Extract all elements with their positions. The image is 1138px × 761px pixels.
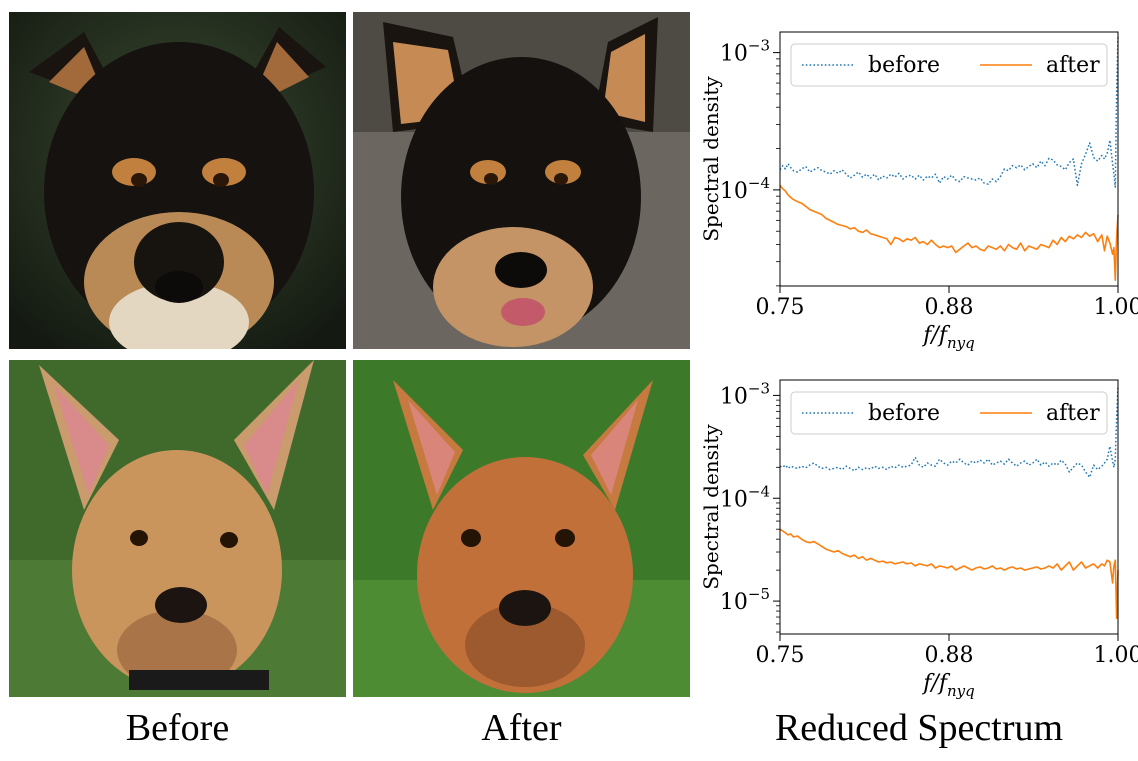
x-tick-label: 0.75 <box>756 295 805 320</box>
caption-after: After <box>481 707 562 749</box>
legend-label-after: after <box>1046 401 1100 426</box>
series-line-after <box>779 528 1119 620</box>
photo-dog1-before <box>9 12 346 349</box>
y-minor-ticks <box>776 399 780 633</box>
spectrum-chart-top-svg: 10−4 10−3 0.75 0.88 1.00 f/fnyq Spectral densi… <box>699 31 1138 352</box>
spectrum-chart-top: 10−4 10−3 0.75 0.88 1.00 f/fnyq Spectral densi… <box>699 0 1138 352</box>
legend-label-after: after <box>1046 53 1100 78</box>
y-tick-label: 10−4 <box>720 174 770 204</box>
x-tick-label: 0.88 <box>925 295 974 320</box>
x-axis-label: f/fnyq <box>921 671 974 700</box>
series-line-before <box>779 36 1119 188</box>
y-minor-ticks <box>776 58 780 287</box>
caption-reduced-spectrum: Reduced Spectrum <box>774 707 1064 749</box>
y-axis-label: Spectral density <box>699 76 723 242</box>
photo-dog2-before <box>9 360 346 697</box>
legend-box <box>790 43 1108 87</box>
chart-0-group: 10−4 10−3 0.75 0.88 1.00 f/fnyq Spectral densi… <box>699 31 1138 352</box>
y-tick-label: 10−3 <box>720 379 770 409</box>
legend: before after <box>790 391 1108 435</box>
y-axis-label: Spectral density <box>699 424 723 590</box>
photo-dog2-after <box>353 360 690 697</box>
x-tick-label: 1.00 <box>1094 295 1138 320</box>
photo-dog1-after <box>353 12 690 349</box>
spectrum-chart-bottom-svg: 10−5 10−4 10−3 0.75 0.88 1.00 f/fnyq Spectral d… <box>699 379 1138 700</box>
series-line-before <box>779 385 1119 479</box>
y-tick-label: 10−5 <box>720 585 770 615</box>
legend: before after <box>790 43 1108 87</box>
series-line-after <box>779 184 1119 282</box>
x-tick-label: 0.88 <box>925 643 974 668</box>
legend-box <box>790 391 1108 435</box>
y-tick-label: 10−4 <box>720 482 770 512</box>
caption-before: Before <box>125 707 230 749</box>
legend-label-before: before <box>868 53 940 78</box>
x-tick-label: 0.75 <box>756 643 805 668</box>
spectrum-chart-bottom: 10−5 10−4 10−3 0.75 0.88 1.00 f/fnyq Spectral d… <box>699 348 1138 700</box>
legend-label-before: before <box>868 401 940 426</box>
y-tick-label: 10−3 <box>720 37 770 67</box>
x-tick-label: 1.00 <box>1094 643 1138 668</box>
x-axis-label: f/fnyq <box>921 323 974 352</box>
chart-1-group: 10−5 10−4 10−3 0.75 0.88 1.00 f/fnyq Spectral d… <box>699 379 1138 700</box>
